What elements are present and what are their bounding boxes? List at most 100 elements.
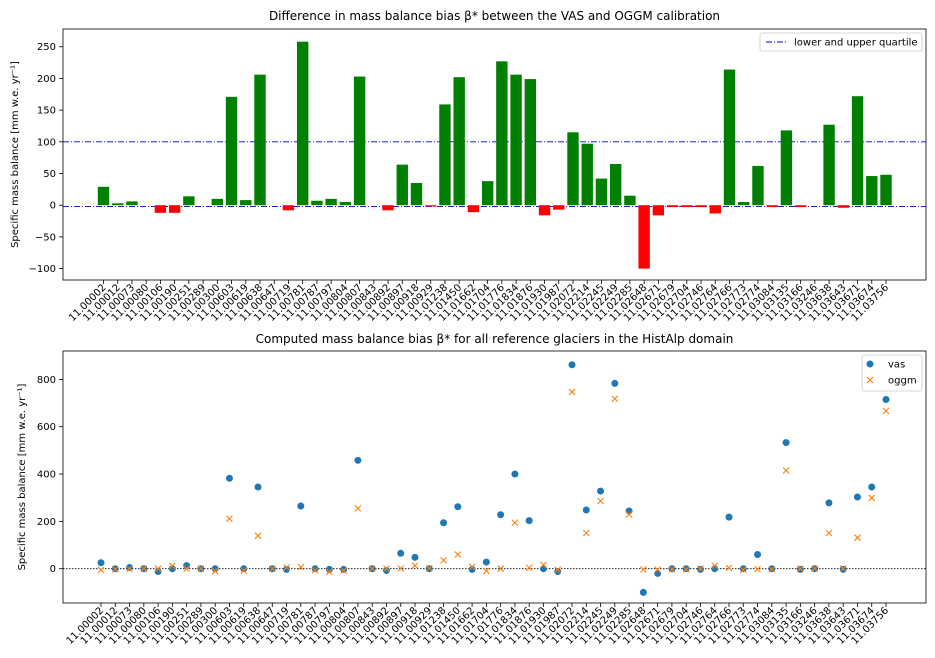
y-tick-label: 600 — [37, 422, 56, 433]
oggm-point — [854, 534, 861, 542]
oggm-point — [325, 568, 333, 576]
vas-point — [754, 550, 762, 558]
oggm-point — [739, 566, 747, 574]
vas-point — [482, 558, 490, 566]
bar — [225, 96, 238, 206]
y-tick-label: 50 — [43, 169, 56, 180]
bar — [453, 77, 465, 206]
bar — [296, 41, 309, 206]
bar — [851, 96, 864, 206]
scatter-chart-panel: Computed mass balance bias β* for all re… — [17, 332, 927, 647]
oggm-point — [226, 515, 233, 523]
bar — [396, 164, 408, 206]
vas-point — [254, 483, 262, 491]
vas-point — [725, 513, 733, 521]
y-tick-label: 400 — [37, 470, 56, 481]
oggm-point — [154, 565, 162, 573]
vas-point — [126, 564, 134, 572]
oggm-point — [511, 519, 519, 527]
vas-point — [654, 569, 662, 577]
oggm-point — [668, 566, 676, 573]
vas-point — [639, 588, 647, 596]
oggm-point — [240, 567, 248, 574]
bar — [382, 205, 394, 211]
oggm-point — [540, 561, 547, 569]
bar — [467, 205, 480, 213]
vas-point — [340, 565, 348, 573]
chart-title-bottom: Computed mass balance bias β* for all re… — [256, 332, 734, 346]
oggm-point — [254, 532, 262, 540]
oggm-point — [654, 566, 662, 574]
vas-point — [554, 568, 562, 576]
bar — [112, 203, 124, 206]
vas-point — [525, 517, 533, 525]
bar — [168, 205, 181, 213]
y-tick-label: 100 — [37, 137, 56, 148]
oggm-point — [126, 565, 133, 573]
bar — [325, 198, 337, 206]
bar — [766, 205, 778, 208]
bar — [567, 132, 579, 206]
vas-point — [283, 565, 291, 573]
bar — [595, 178, 608, 206]
bar — [823, 124, 835, 206]
oggm-point — [397, 565, 405, 572]
bar — [866, 176, 878, 206]
oggm-point — [340, 567, 348, 574]
oggm-point — [411, 562, 419, 570]
vas-point — [325, 565, 333, 573]
oggm-point — [311, 566, 319, 574]
bar — [794, 205, 807, 208]
bar — [709, 205, 721, 214]
oggm-point — [682, 566, 690, 573]
oggm-point — [796, 565, 804, 573]
y-ticks-bottom: 0 200 400 600 800 — [37, 375, 63, 575]
bar — [609, 164, 622, 206]
oggm-point — [368, 565, 376, 573]
bar — [681, 205, 693, 208]
vas-point — [240, 565, 248, 573]
bar — [510, 74, 522, 206]
chart-title-top: Difference in mass balance bias β* betwe… — [269, 9, 720, 23]
vas-point — [539, 565, 547, 573]
bar — [339, 202, 352, 206]
y-tick-label: 0 — [50, 201, 56, 212]
vas-point — [468, 565, 476, 573]
bar — [126, 201, 138, 206]
x-ticks-top: 11.0000211.0001211.0007311.0008011.00106… — [67, 280, 891, 324]
legend-box-top — [759, 32, 923, 52]
vas-point — [611, 379, 619, 387]
bar — [880, 174, 892, 206]
legend-box-bottom — [861, 354, 923, 392]
legend-oggm-marker — [866, 376, 874, 384]
bar — [553, 205, 565, 210]
oggm-point — [554, 566, 562, 574]
oggm-point — [811, 565, 819, 573]
legend-vas-label: vas — [888, 360, 905, 371]
y-axis-label-top: Specific mass balance [mm w.e. yr⁻¹] — [10, 61, 21, 248]
vas-point — [411, 553, 419, 561]
bar — [97, 186, 110, 206]
bar — [752, 165, 764, 206]
y-tick-label: −50 — [35, 232, 56, 243]
oggm-point — [711, 562, 719, 570]
oggm-point — [183, 565, 191, 573]
oggm-point — [425, 564, 433, 572]
legend-bottom: vas oggm — [861, 354, 923, 392]
y-tick-label: 150 — [37, 106, 56, 117]
vas-point — [297, 502, 305, 510]
oggm-point — [283, 564, 290, 571]
x-ticks-bottom: 11.0000211.0001211.0007311.0008011.00106… — [65, 603, 891, 647]
vas-point — [511, 470, 519, 478]
vas-point — [853, 493, 861, 501]
bar — [154, 205, 167, 213]
bar — [183, 196, 195, 206]
oggm-point — [568, 388, 576, 396]
bar — [695, 205, 707, 208]
legend-quartile-label: lower and upper quartile — [794, 38, 918, 49]
plot-frame-bottom — [62, 350, 927, 604]
oggm-point — [625, 511, 633, 518]
oggm-point — [825, 529, 833, 537]
oggm-point — [211, 567, 219, 575]
